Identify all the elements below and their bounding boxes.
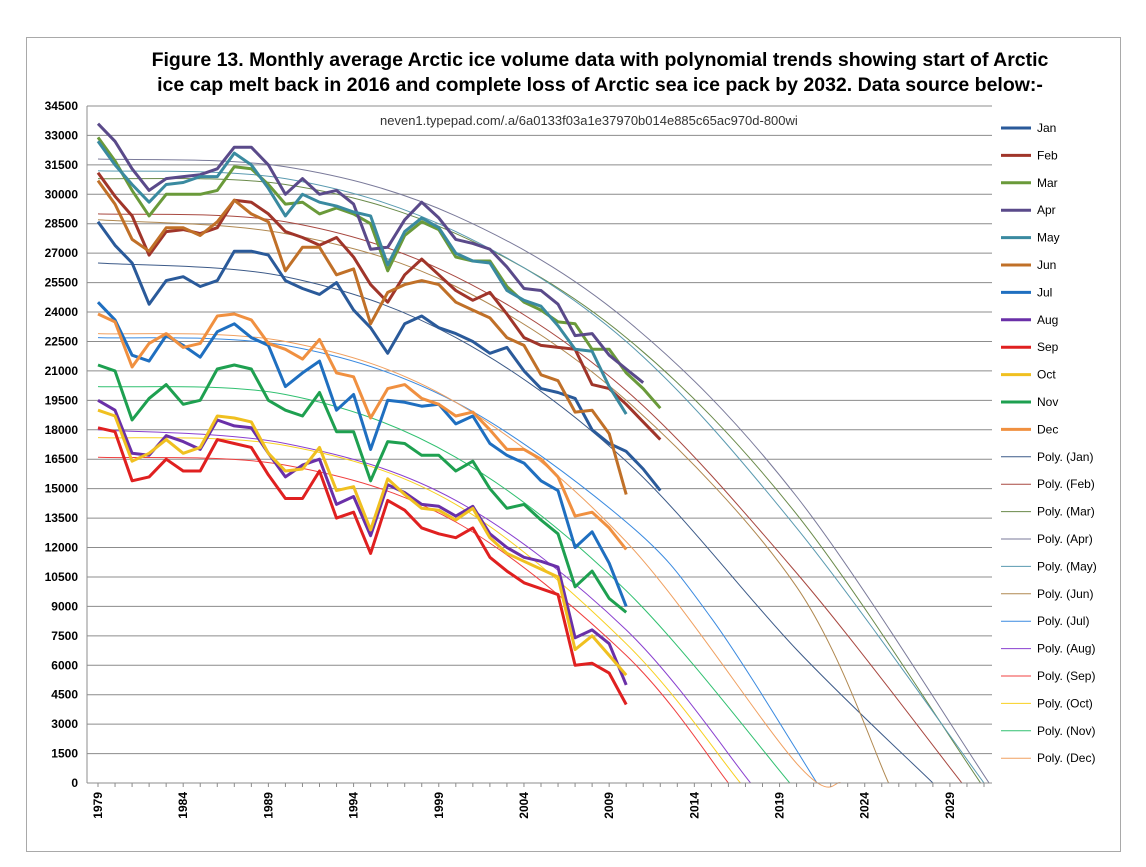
series-line-jun <box>96 179 628 495</box>
x-tick-label: 2009 <box>602 792 616 819</box>
chart-title: Figure 13. Monthly average Arctic ice vo… <box>60 48 1140 98</box>
y-tick-label: 19500 <box>45 393 79 407</box>
series-line-jan <box>96 220 662 492</box>
y-tick-label: 18000 <box>45 423 79 437</box>
trend-line-polymay <box>97 170 985 784</box>
y-tick-label: 7500 <box>51 629 78 643</box>
x-tick-label: 1999 <box>432 792 446 819</box>
legend-label: Poly. (Jun) <box>1037 587 1093 601</box>
legend-label: Jul <box>1037 285 1052 299</box>
legend-label: Aug <box>1037 313 1058 327</box>
trend-line-polyjan <box>97 262 934 784</box>
series-line-oct <box>97 408 628 677</box>
legend-label: Poly. (Jul) <box>1037 614 1089 628</box>
trend-line-polyjun <box>97 219 890 784</box>
trend-line-polynov <box>97 386 791 784</box>
legend-label: Sep <box>1037 340 1059 354</box>
trend-line-polyjul <box>97 337 818 784</box>
legend-label: Poly. (Aug) <box>1037 642 1095 656</box>
legend-label: May <box>1037 231 1060 245</box>
y-tick-label: 12000 <box>45 541 79 555</box>
trend-line-polyoct <box>97 437 741 784</box>
y-tick-label: 0 <box>71 776 78 790</box>
legend-label: Poly. (Feb) <box>1037 477 1095 491</box>
trend-line-polyaug <box>97 429 751 784</box>
y-tick-label: 30000 <box>45 187 79 201</box>
x-tick-label: 2029 <box>943 792 957 819</box>
y-tick-label: 6000 <box>51 658 78 672</box>
x-tick-label: 2004 <box>517 792 531 819</box>
chart-frame <box>26 37 1121 852</box>
legend-label: Poly. (Sep) <box>1037 669 1095 683</box>
legend-label: Mar <box>1037 176 1058 190</box>
y-tick-label: 13500 <box>45 511 79 525</box>
y-tick-label: 15000 <box>45 482 79 496</box>
legend-label: Dec <box>1037 422 1058 436</box>
trend-line-polysep <box>97 456 729 784</box>
legend-label: Apr <box>1037 203 1056 217</box>
series-line-aug <box>97 399 628 686</box>
legend-label: Jun <box>1037 258 1056 272</box>
y-tick-label: 24000 <box>45 305 79 319</box>
legend-label: Jan <box>1037 121 1056 135</box>
y-tick-label: 1500 <box>51 747 78 761</box>
legend-label: Poly. (Oct) <box>1037 696 1093 710</box>
y-tick-label: 9000 <box>51 599 78 613</box>
title-line-2: ice cap melt back in 2016 and complete l… <box>157 74 1043 96</box>
y-tick-label: 22500 <box>45 334 79 348</box>
legend-label: Poly. (May) <box>1037 559 1097 573</box>
y-tick-label: 3000 <box>51 717 78 731</box>
x-tick-label: 2019 <box>773 792 787 819</box>
series-line-dec <box>97 312 628 551</box>
y-tick-label: 16500 <box>45 452 79 466</box>
x-tick-label: 2014 <box>687 792 701 819</box>
series-line-nov <box>97 363 628 614</box>
legend-label: Oct <box>1037 368 1056 382</box>
data-source-link[interactable]: neven1.typepad.com/.a/6a0133f03a1e37970b… <box>380 113 798 128</box>
series-line-sep <box>97 426 628 706</box>
trend-line-polydec <box>97 333 842 788</box>
legend-label: Poly. (Dec) <box>1037 751 1095 765</box>
y-tick-label: 27000 <box>45 246 79 260</box>
y-tick-label: 33000 <box>45 128 79 142</box>
y-tick-label: 31500 <box>45 158 79 172</box>
y-tick-label: 25500 <box>45 276 79 290</box>
title-line-1: Figure 13. Monthly average Arctic ice vo… <box>151 49 1049 71</box>
legend-label: Nov <box>1037 395 1058 409</box>
trend-line-polyapr <box>97 158 990 784</box>
legend-label: Poly. (Mar) <box>1037 505 1095 519</box>
series-line-may <box>96 140 628 415</box>
x-tick-label: 2024 <box>858 792 872 819</box>
series-line-apr <box>96 122 645 384</box>
x-tick-label: 1989 <box>261 792 275 819</box>
trend-line-polyfeb <box>97 213 963 784</box>
y-tick-label: 21000 <box>45 364 79 378</box>
legend-label: Poly. (Apr) <box>1037 532 1093 546</box>
y-tick-label: 28500 <box>45 217 79 231</box>
x-tick-label: 1994 <box>347 792 361 819</box>
legend-label: Feb <box>1037 148 1058 162</box>
legend-label: Poly. (Nov) <box>1037 724 1095 738</box>
x-tick-label: 1979 <box>91 792 105 819</box>
y-tick-label: 10500 <box>45 570 79 584</box>
x-tick-label: 1984 <box>176 792 190 819</box>
y-tick-label: 4500 <box>51 688 78 702</box>
legend-label: Poly. (Jan) <box>1037 450 1093 464</box>
y-tick-label: 34500 <box>45 99 79 113</box>
